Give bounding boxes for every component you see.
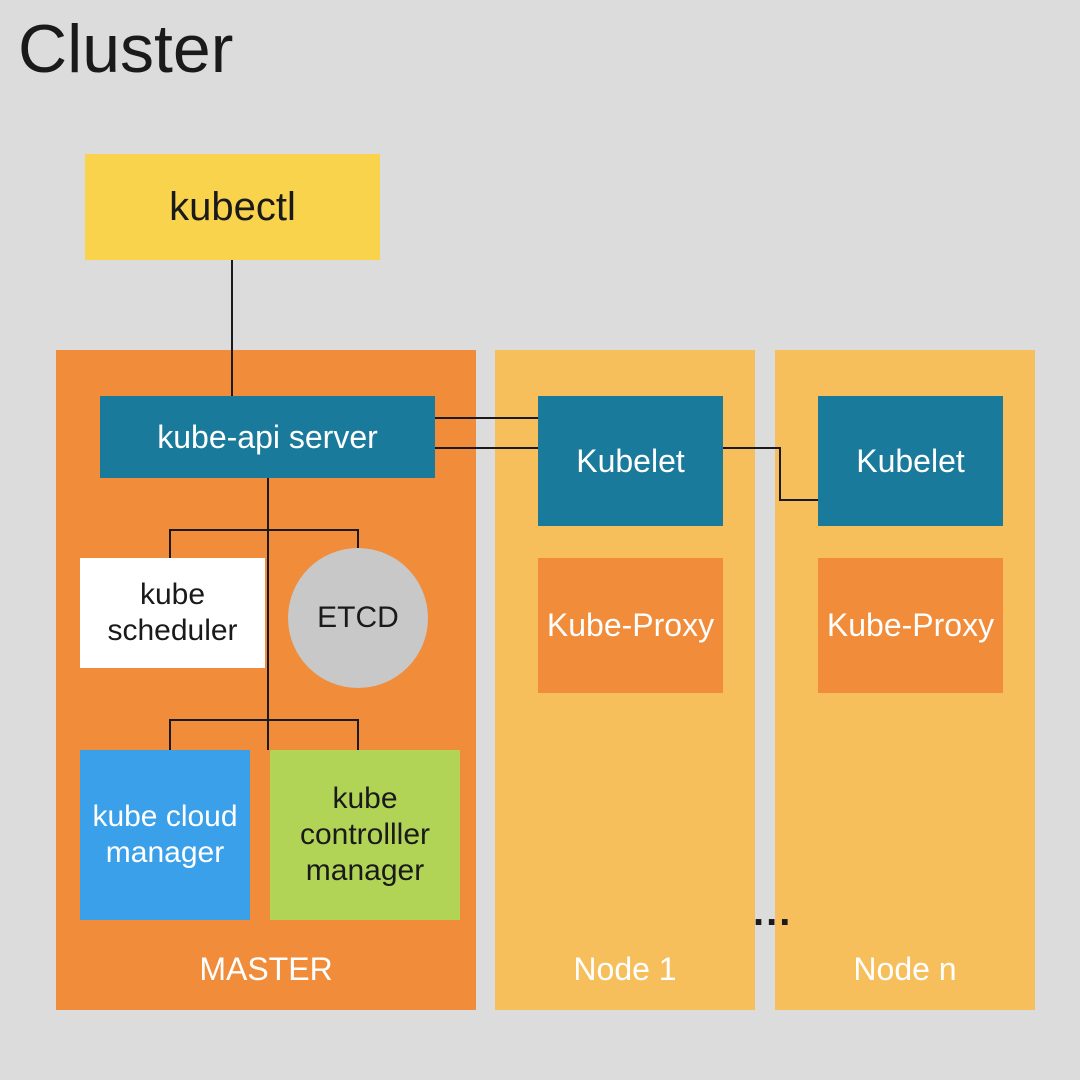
kube-scheduler-box: kube scheduler (80, 558, 265, 668)
kube-proxy-node1-box: Kube-Proxy (538, 558, 723, 693)
kproxy1-label: Kube-Proxy (541, 606, 720, 644)
diagram-title: Cluster (18, 10, 233, 88)
etcd-label: ETCD (311, 600, 405, 636)
node1-label: Node 1 (567, 950, 682, 988)
kproxyn-label: Kube-Proxy (821, 606, 1000, 644)
ctrlmgr-label: kube controlller manager (270, 781, 460, 889)
master-label: MASTER (193, 950, 338, 988)
kubelet-noden-box: Kubelet (818, 396, 1003, 526)
kube-controller-manager-box: kube controlller manager (270, 750, 460, 920)
kubectl-label: kubectl (163, 183, 302, 231)
apiserver-label: kube-api server (151, 418, 384, 456)
ellipsis-between-nodes: ... (753, 890, 792, 935)
kubeletn-label: Kubelet (850, 442, 971, 480)
kubelet-node1-box: Kubelet (538, 396, 723, 526)
noden-label: Node n (847, 950, 962, 988)
kube-api-server-box: kube-api server (100, 396, 435, 478)
kube-cloud-manager-box: kube cloud manager (80, 750, 250, 920)
kubelet1-label: Kubelet (570, 442, 691, 480)
kubectl-box: kubectl (85, 154, 380, 260)
kube-proxy-noden-box: Kube-Proxy (818, 558, 1003, 693)
etcd-circle: ETCD (288, 548, 428, 688)
scheduler-label: kube scheduler (80, 577, 265, 649)
cloudmgr-label: kube cloud manager (80, 799, 250, 871)
